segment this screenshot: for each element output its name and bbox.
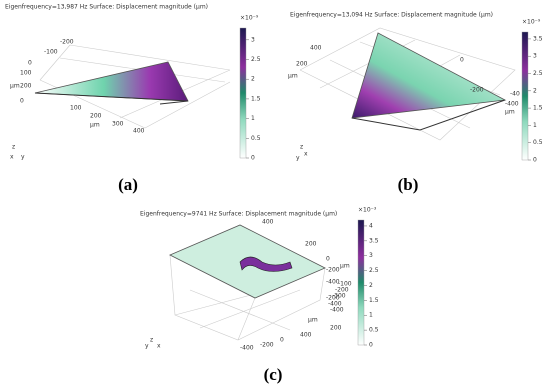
axis-label: 200 [20, 83, 32, 90]
axis-label: μm [90, 122, 100, 129]
colorbar [239, 27, 247, 159]
axis-label: -200 [470, 87, 484, 94]
axis-label: -300 [332, 293, 346, 300]
colorbar-tick-label: 2.5 [369, 267, 379, 274]
colorbar-tick-label: 2.5 [251, 56, 261, 63]
axis-label: -100 [44, 49, 58, 56]
axis-label: x [304, 151, 308, 158]
axis-label: 0 [28, 60, 32, 67]
panel-label: (b) [398, 175, 419, 194]
axis-label: -200 [326, 267, 340, 274]
axis-label: 0 [20, 98, 24, 105]
axis-label: 100 [20, 70, 32, 77]
axis-label: -400 [328, 301, 342, 308]
colorbar-tick-label: 2.5 [533, 70, 543, 77]
axis-label: 400 [133, 128, 145, 135]
colorbar-tick-label: 1.5 [251, 95, 261, 102]
axis-label: -400 [240, 345, 254, 352]
colorbar-tick-label: 3 [533, 53, 537, 60]
panel-title: Eigenfrequency=9741 Hz Surface: Displace… [140, 211, 337, 218]
axis-label: y [21, 154, 25, 161]
axis-label: 400 [262, 219, 274, 226]
colorbar [357, 219, 365, 346]
axis-label: μm [505, 109, 515, 116]
axis-label: μm [308, 317, 318, 324]
panel-label: (c) [264, 365, 283, 384]
colorbar-tick-label: 3.5 [369, 237, 379, 244]
axis-label: μm [340, 263, 350, 270]
axis-label: x [10, 154, 14, 161]
colorbar-tick-label: 1 [369, 312, 373, 319]
axis-label: 200 [305, 241, 317, 248]
colorbar-tick-label: 0 [533, 157, 537, 164]
axis-label: -200 [335, 287, 349, 294]
colorbar-multiplier: ×10⁻³ [358, 207, 377, 214]
axis-label: z [300, 144, 303, 151]
axis-label: -100 [338, 281, 352, 288]
axis-label: 200 [296, 61, 308, 68]
axis-label: y [296, 155, 300, 162]
axis-label: 400 [310, 45, 322, 52]
panel-title: Eigenfrequency=13,987 Hz Surface: Displa… [5, 4, 208, 11]
colorbar-tick-label: 0 [251, 155, 255, 162]
axis-label: 300 [112, 121, 124, 128]
panel-b-shape [299, 27, 516, 141]
colorbar-tick-label: 2 [369, 282, 373, 289]
colorbar-tick-label: 1.5 [533, 105, 543, 112]
axis-label: -400 [330, 307, 344, 314]
colorbar-tick-label: 0.5 [369, 327, 379, 334]
panel-a-shape [34, 44, 231, 129]
axis-label: 100 [70, 105, 82, 112]
colorbar-tick-label: 1.5 [369, 297, 379, 304]
panel-label: (a) [118, 175, 138, 194]
colorbar-tick-label: 2 [251, 76, 255, 83]
colorbar-tick-label: 0 [369, 342, 373, 349]
panel-c-shape [169, 224, 326, 341]
colorbar-tick-label: 1 [533, 122, 537, 129]
axis-label: -40 [510, 91, 520, 98]
axis-label: 0 [460, 57, 464, 64]
axis-label: -200 [60, 39, 74, 46]
axis-label: μm [10, 83, 20, 90]
axis-label: μm [288, 73, 298, 80]
axis-label: 0 [326, 256, 330, 263]
colorbar-tick-label: 1 [251, 115, 255, 122]
axis-label: -400 [326, 279, 340, 286]
axis-label: 200 [330, 325, 342, 332]
axis-label: z [150, 337, 153, 344]
axis-label: -200 [260, 342, 274, 349]
colorbar-tick-label: 3 [251, 36, 255, 43]
axis-label: x [157, 343, 161, 350]
axis-label: 200 [90, 113, 102, 120]
colorbar-multiplier: ×10⁻⁹ [240, 15, 259, 22]
colorbar-tick-label: 3.5 [533, 35, 543, 42]
colorbar-tick-label: 4 [369, 222, 373, 229]
colorbar-tick-label: 2 [533, 87, 537, 94]
colorbar-multiplier: ×10⁻⁹ [522, 19, 541, 26]
axis-label: y [145, 343, 149, 350]
colorbar-tick-label: 3 [369, 252, 373, 259]
axis-label: 0 [280, 337, 284, 344]
colorbar-tick-label: 0.5 [251, 135, 261, 142]
panel-title: Eigenfrequency=13,094 Hz Surface: Displa… [290, 12, 493, 19]
axis-label: -400 [505, 101, 519, 108]
colorbar-tick-label: 0.5 [533, 139, 543, 146]
axis-label: -200 [326, 295, 340, 302]
axis-label: 400 [300, 332, 312, 339]
axis-label: z [12, 144, 15, 151]
colorbar [521, 31, 529, 161]
